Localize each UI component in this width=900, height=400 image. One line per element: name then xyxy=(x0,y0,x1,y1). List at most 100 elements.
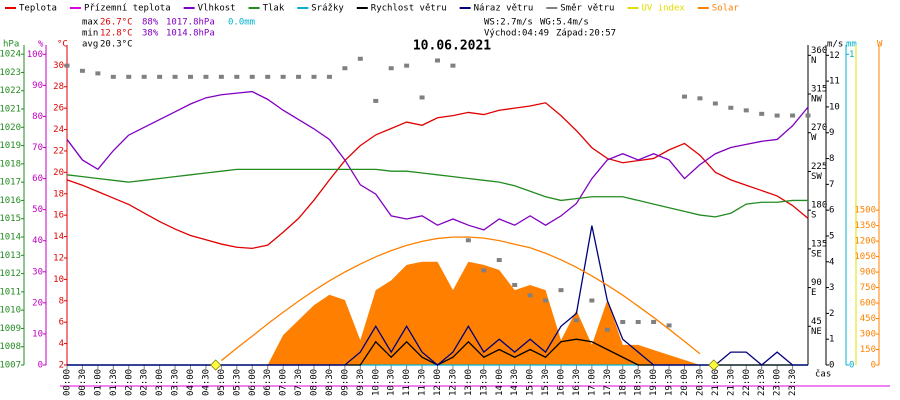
y-tick-label: 0 xyxy=(849,361,854,371)
y-tick-label: 1020 xyxy=(0,123,21,133)
y-tick-label: 1007 xyxy=(0,361,21,371)
x-tick-label: 06:30 xyxy=(263,369,273,396)
y-tick-label: 600 xyxy=(860,299,876,309)
y-tick-label: 40 xyxy=(32,236,43,246)
x-tick-label: 12:00 xyxy=(433,369,443,396)
sun-label: Východ: xyxy=(484,29,522,39)
direction-point xyxy=(481,268,487,273)
legend-label: Solar xyxy=(712,4,740,14)
stat-value: 0.0mm xyxy=(228,18,255,28)
direction-point xyxy=(404,63,410,68)
y-tick-label: 450 xyxy=(860,314,876,324)
x-tick-label: 11:00 xyxy=(402,369,412,396)
direction-point xyxy=(126,74,132,79)
y-tick-label: 1008 xyxy=(0,342,21,352)
x-tick-label: 19:00 xyxy=(649,369,659,396)
y-tick-label: 4 xyxy=(829,257,834,267)
y-tick-label: 10 xyxy=(32,329,43,339)
y-tick-label: 12 xyxy=(829,51,840,61)
legend-label: Vlhkost xyxy=(198,4,236,14)
direction-point xyxy=(496,258,502,263)
y-tick-label: 8 xyxy=(59,296,64,306)
y-tick-label: 1023 xyxy=(0,68,21,78)
x-tick-label: 20:30 xyxy=(695,369,705,396)
direction-point xyxy=(743,108,749,113)
stat-value: 20.3°C xyxy=(100,40,133,50)
y-tick-label: 4 xyxy=(59,339,64,349)
y-tick-label: 3 xyxy=(829,283,834,293)
direction-point xyxy=(697,96,703,101)
x-tick-label: 00:30 xyxy=(78,369,88,396)
direction-point xyxy=(651,319,657,324)
x-tick-label: 04:00 xyxy=(186,369,196,396)
series-line xyxy=(66,168,808,218)
x-tick-label: 11:30 xyxy=(418,369,428,396)
y-tick-label: 150 xyxy=(860,345,876,355)
stat-label: min xyxy=(82,29,98,39)
y-tick-label: 18 xyxy=(53,189,64,199)
y-tick-label: 12 xyxy=(53,253,64,263)
direction-point xyxy=(64,63,70,68)
y-tick-label: 100 xyxy=(27,50,43,60)
y-tick-label: 16 xyxy=(53,211,64,221)
y-tick-label: 5 xyxy=(829,231,834,241)
direction-point xyxy=(712,101,718,106)
x-tick-label: 10:00 xyxy=(371,369,381,396)
direction-point xyxy=(604,327,610,332)
direction-point xyxy=(342,66,348,71)
direction-point xyxy=(620,319,626,324)
legend-label: UV index xyxy=(641,4,685,14)
y-tick-label: 70 xyxy=(32,143,43,153)
x-tick-label: 15:30 xyxy=(541,369,551,396)
y-tick-label: 1014 xyxy=(0,233,21,243)
y-tick-label: 180 xyxy=(811,201,827,211)
direction-point xyxy=(465,238,471,243)
y-tick-label: 270 xyxy=(811,123,827,133)
direction-point xyxy=(435,58,440,63)
direction-point xyxy=(527,293,533,298)
y-tick-label: 6 xyxy=(829,206,834,216)
x-tick-label: 09:30 xyxy=(356,369,366,396)
y-tick-label: 6 xyxy=(59,318,64,328)
direction-point xyxy=(774,113,780,118)
y-tick-compass: SE xyxy=(811,249,822,259)
direction-point xyxy=(589,298,595,303)
x-tick-label: 12:30 xyxy=(448,369,458,396)
y-tick-label: 1022 xyxy=(0,86,21,96)
x-tick-label: 17:00 xyxy=(587,369,597,396)
x-tick-label: 21:30 xyxy=(726,369,736,396)
legend-label: Tlak xyxy=(263,4,285,14)
x-tick-label: 05:00 xyxy=(217,369,227,396)
x-tick-label: 22:30 xyxy=(757,369,767,396)
y-tick-label: 315 xyxy=(811,85,827,95)
x-tick-label: 13:00 xyxy=(464,369,474,396)
direction-point xyxy=(79,68,85,73)
x-tick-label: 06:00 xyxy=(248,369,258,396)
direction-point xyxy=(265,74,271,79)
direction-point xyxy=(296,74,302,79)
stat-value: 1014.8hPa xyxy=(166,29,215,39)
x-tick-label: 09:00 xyxy=(340,369,350,396)
x-tick-label: 22:00 xyxy=(742,369,752,396)
y-tick-label: 50 xyxy=(32,205,43,215)
x-tick-label: 02:30 xyxy=(140,369,150,396)
stats: max 26.7°C 88% 1017.8hPa 0.0mm min 12.8°… xyxy=(82,18,616,50)
direction-point xyxy=(326,74,332,79)
y-tick-label: 1021 xyxy=(0,105,21,115)
direction-point xyxy=(388,66,394,71)
direction-point xyxy=(759,111,765,116)
y-tick-label: 1013 xyxy=(0,251,21,261)
y-tick-label: 14 xyxy=(53,232,64,242)
direction-point xyxy=(419,95,425,100)
y-tick-label: 1050 xyxy=(854,252,876,262)
axis-unit: hPa xyxy=(3,40,19,50)
x-tick-label: 05:30 xyxy=(232,369,242,396)
series-line xyxy=(67,225,808,366)
x-tick-label: 23:30 xyxy=(788,369,798,396)
x-tick-label: 15:00 xyxy=(526,369,536,396)
stat-value: 38% xyxy=(142,29,159,39)
direction-point xyxy=(450,63,456,68)
x-tick-label: 01:30 xyxy=(109,369,119,396)
direction-point xyxy=(805,113,811,118)
y-tick-label: 24 xyxy=(53,125,64,135)
